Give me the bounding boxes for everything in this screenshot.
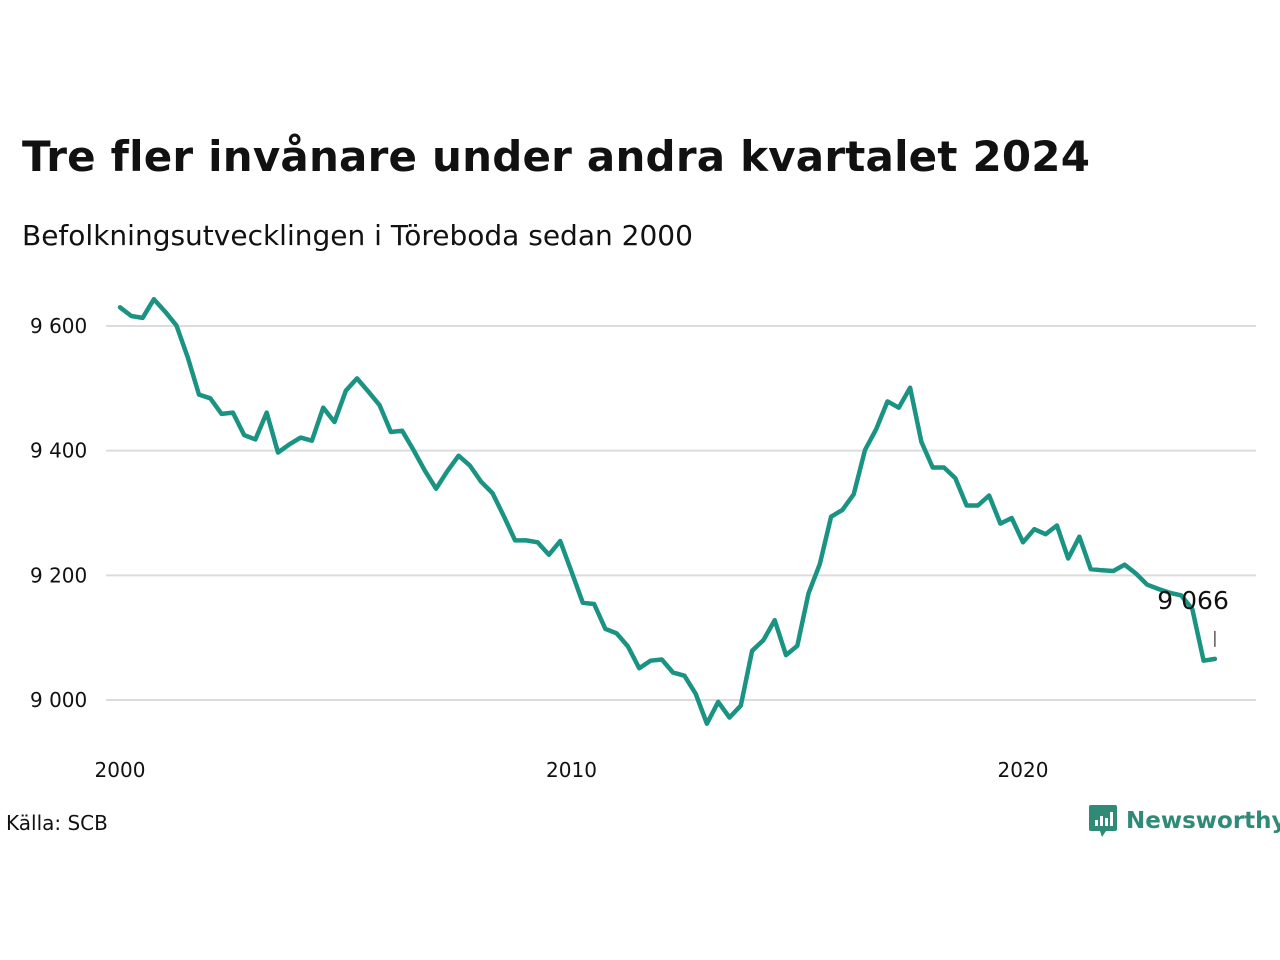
x-tick-label-2010: 2010 <box>546 758 597 782</box>
y-tick-label-9600: 9 600 <box>30 314 87 338</box>
chart-subtitle: Befolkningsutvecklingen i Töreboda sedan… <box>22 219 693 252</box>
x-tick-label-2020: 2020 <box>998 758 1049 782</box>
newsworthy-logo-icon <box>1089 805 1117 837</box>
brand-name: Newsworthy <box>1126 808 1280 834</box>
y-tick-label-9000: 9 000 <box>30 688 87 712</box>
x-tick-label-2000: 2000 <box>95 758 146 782</box>
end-value-label: 9 066 <box>1157 586 1229 615</box>
source-credit: Källa: SCB <box>6 811 108 835</box>
y-tick-label-9400: 9 400 <box>30 439 87 463</box>
brand-logo[interactable]: Newsworthy <box>1088 803 1280 839</box>
chart-title: Tre fler invånare under andra kvartalet … <box>22 132 1091 181</box>
series-line <box>117 296 1218 726</box>
y-tick-label-9200: 9 200 <box>30 563 87 587</box>
